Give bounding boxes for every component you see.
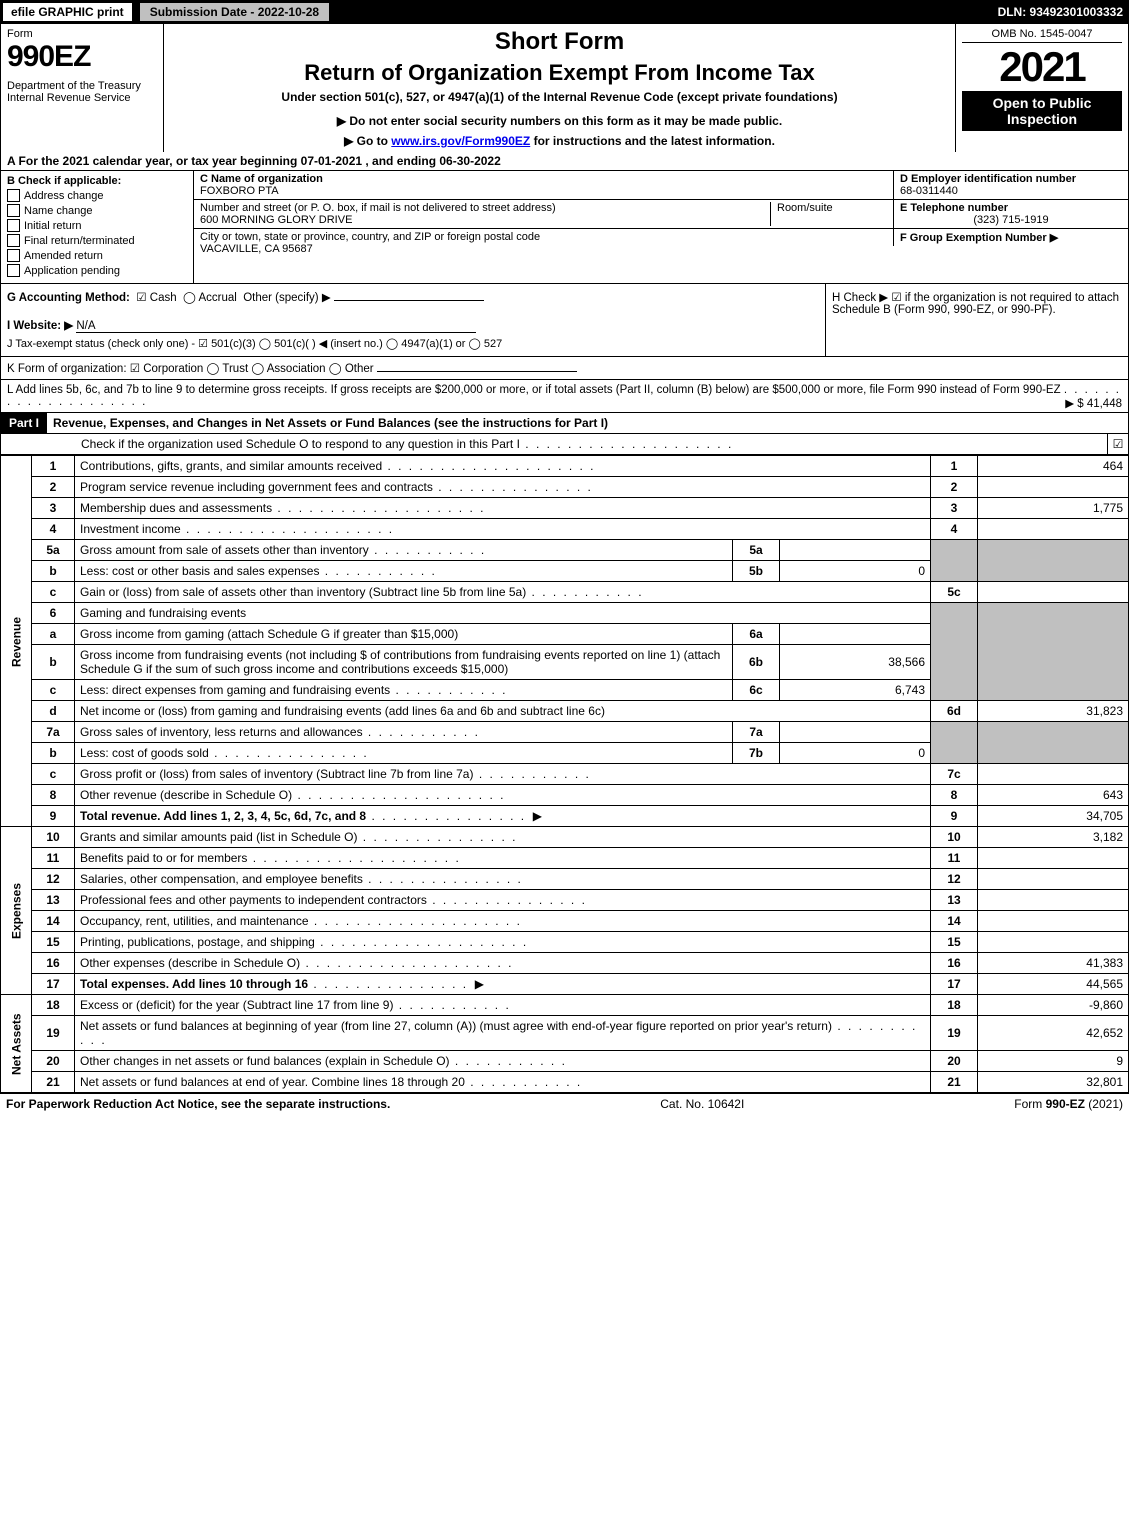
line-16: 16 Other expenses (describe in Schedule … bbox=[1, 953, 1129, 974]
gh-left: G Accounting Method: ☑ Cash ◯ Accrual Ot… bbox=[1, 284, 825, 356]
line-9: 9 Total revenue. Add lines 1, 2, 3, 4, 5… bbox=[1, 806, 1129, 827]
e-tel-label: E Telephone number bbox=[900, 202, 1122, 214]
dln-label: DLN: 93492301003332 bbox=[998, 5, 1129, 19]
line-1: Revenue 1 Contributions, gifts, grants, … bbox=[1, 456, 1129, 477]
room-suite-label: Room/suite bbox=[770, 202, 887, 226]
line-10: Expenses 10 Grants and similar amounts p… bbox=[1, 827, 1129, 848]
section-h: H Check ▶ ☑ if the organization is not r… bbox=[825, 284, 1128, 356]
line-7a: 7a Gross sales of inventory, less return… bbox=[1, 722, 1129, 743]
line-13: 13 Professional fees and other payments … bbox=[1, 890, 1129, 911]
part1-checkbox[interactable]: ☑ bbox=[1107, 434, 1128, 454]
line-17: 17 Total expenses. Add lines 10 through … bbox=[1, 974, 1129, 995]
efile-print-button[interactable]: efile GRAPHIC print bbox=[2, 2, 133, 22]
footer-mid: Cat. No. 10642I bbox=[660, 1097, 744, 1111]
subtitle: Under section 501(c), 527, or 4947(a)(1)… bbox=[172, 90, 947, 104]
ein-value: 68-0311440 bbox=[900, 185, 1122, 197]
tax-year: 2021 bbox=[962, 43, 1122, 91]
line-15: 15 Printing, publications, postage, and … bbox=[1, 932, 1129, 953]
section-a: A For the 2021 calendar year, or tax yea… bbox=[0, 152, 1129, 171]
footer-left: For Paperwork Reduction Act Notice, see … bbox=[6, 1097, 390, 1111]
omb-number: OMB No. 1545-0047 bbox=[962, 28, 1122, 43]
info-grid: B Check if applicable: Address change Na… bbox=[0, 171, 1129, 284]
irs-link[interactable]: www.irs.gov/Form990EZ bbox=[391, 134, 530, 148]
line-5c: c Gain or (loss) from sale of assets oth… bbox=[1, 582, 1129, 603]
line-6d: d Net income or (loss) from gaming and f… bbox=[1, 701, 1129, 722]
form-header: Form 990EZ Department of the Treasury In… bbox=[0, 24, 1129, 152]
form-label: Form bbox=[7, 28, 157, 40]
section-def: D Employer identification number 68-0311… bbox=[893, 171, 1128, 283]
section-i: I Website: ▶ N/A bbox=[7, 318, 819, 333]
line-2: 2 Program service revenue including gove… bbox=[1, 477, 1129, 498]
form-number: 990EZ bbox=[7, 40, 157, 74]
main-title: Return of Organization Exempt From Incom… bbox=[172, 60, 947, 86]
part1-title: Revenue, Expenses, and Changes in Net As… bbox=[47, 413, 1128, 433]
line-19: 19 Net assets or fund balances at beginn… bbox=[1, 1016, 1129, 1051]
line-20: 20 Other changes in net assets or fund b… bbox=[1, 1051, 1129, 1072]
line-3: 3 Membership dues and assessments 3 1,77… bbox=[1, 498, 1129, 519]
top-bar-left: efile GRAPHIC print Submission Date - 20… bbox=[0, 0, 330, 24]
org-city: VACAVILLE, CA 95687 bbox=[200, 243, 887, 255]
lines-table: Revenue 1 Contributions, gifts, grants, … bbox=[0, 455, 1129, 1093]
note-link: ▶ Go to www.irs.gov/Form990EZ for instru… bbox=[172, 134, 947, 148]
note-ssn: ▶ Do not enter social security numbers o… bbox=[172, 114, 947, 128]
line-18: Net Assets 18 Excess or (deficit) for th… bbox=[1, 995, 1129, 1016]
part1-label: Part I bbox=[1, 413, 47, 433]
line-7c: c Gross profit or (loss) from sales of i… bbox=[1, 764, 1129, 785]
line-11: 11 Benefits paid to or for members 11 bbox=[1, 848, 1129, 869]
top-bar: efile GRAPHIC print Submission Date - 20… bbox=[0, 0, 1129, 24]
line-12: 12 Salaries, other compensation, and emp… bbox=[1, 869, 1129, 890]
header-left: Form 990EZ Department of the Treasury In… bbox=[1, 24, 164, 152]
chk-initial[interactable]: Initial return bbox=[7, 219, 187, 232]
short-form-title: Short Form bbox=[172, 28, 947, 56]
website-value: N/A bbox=[76, 320, 476, 333]
dept-label: Department of the Treasury Internal Reve… bbox=[7, 80, 157, 104]
section-c: C Name of organization FOXBORO PTA Numbe… bbox=[194, 171, 893, 283]
section-k: K Form of organization: ☑ Corporation ◯ … bbox=[0, 357, 1129, 380]
line-21: 21 Net assets or fund balances at end of… bbox=[1, 1072, 1129, 1093]
header-right: OMB No. 1545-0047 2021 Open to Public In… bbox=[956, 24, 1128, 152]
org-street: 600 MORNING GLORY DRIVE bbox=[200, 214, 770, 226]
footer: For Paperwork Reduction Act Notice, see … bbox=[0, 1093, 1129, 1114]
section-j: J Tax-exempt status (check only one) - ☑… bbox=[7, 337, 819, 350]
c-name-label: C Name of organization bbox=[200, 173, 887, 185]
gross-receipts: ▶ $ 41,448 bbox=[1065, 396, 1122, 410]
chk-amended[interactable]: Amended return bbox=[7, 249, 187, 262]
expenses-side-label: Expenses bbox=[1, 827, 32, 995]
line-5a: 5a Gross amount from sale of assets othe… bbox=[1, 540, 1129, 561]
tel-value: (323) 715-1919 bbox=[900, 214, 1122, 226]
line-14: 14 Occupancy, rent, utilities, and maint… bbox=[1, 911, 1129, 932]
net-side-label: Net Assets bbox=[1, 995, 32, 1093]
f-grp-label: F Group Exemption Number ▶ bbox=[900, 231, 1122, 244]
d-ein-label: D Employer identification number bbox=[900, 173, 1122, 185]
line-4: 4 Investment income 4 bbox=[1, 519, 1129, 540]
part1-check-row: Check if the organization used Schedule … bbox=[0, 434, 1129, 455]
chk-pending[interactable]: Application pending bbox=[7, 264, 187, 277]
chk-address[interactable]: Address change bbox=[7, 189, 187, 202]
section-l: L Add lines 5b, 6c, and 7b to line 9 to … bbox=[0, 380, 1129, 413]
open-public-badge: Open to Public Inspection bbox=[962, 91, 1122, 131]
c-city-label: City or town, state or province, country… bbox=[200, 231, 887, 243]
line-8: 8 Other revenue (describe in Schedule O)… bbox=[1, 785, 1129, 806]
chk-name[interactable]: Name change bbox=[7, 204, 187, 217]
section-b: B Check if applicable: Address change Na… bbox=[1, 171, 194, 283]
section-gh: G Accounting Method: ☑ Cash ◯ Accrual Ot… bbox=[0, 284, 1129, 357]
part1-header: Part I Revenue, Expenses, and Changes in… bbox=[0, 413, 1129, 434]
revenue-side-label: Revenue bbox=[1, 456, 32, 827]
header-middle: Short Form Return of Organization Exempt… bbox=[164, 24, 956, 152]
c-street-label: Number and street (or P. O. box, if mail… bbox=[200, 202, 770, 214]
footer-right: Form 990-EZ (2021) bbox=[1014, 1097, 1123, 1111]
b-label: B Check if applicable: bbox=[7, 175, 187, 187]
chk-final[interactable]: Final return/terminated bbox=[7, 234, 187, 247]
line-6: 6 Gaming and fundraising events bbox=[1, 603, 1129, 624]
submission-date: Submission Date - 2022-10-28 bbox=[139, 2, 330, 22]
org-name: FOXBORO PTA bbox=[200, 185, 887, 197]
part1-check-text: Check if the organization used Schedule … bbox=[1, 434, 1107, 454]
section-g: G Accounting Method: ☑ Cash ◯ Accrual Ot… bbox=[7, 290, 819, 304]
